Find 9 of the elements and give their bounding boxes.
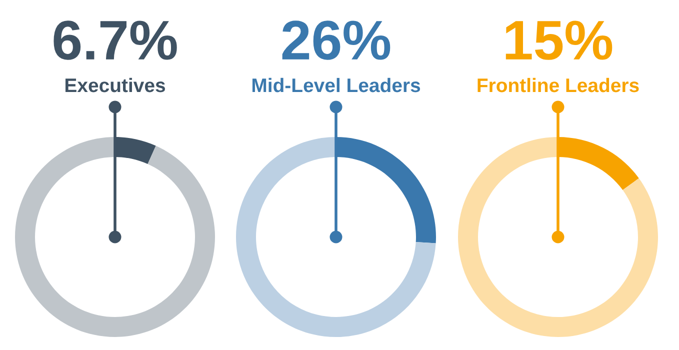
donut-slice <box>236 137 436 337</box>
chart-title: 6.7% <box>54 20 177 60</box>
chart-subtitle: Frontline Leaders <box>478 78 639 92</box>
chart-subtitle: Mid-Level Leaders <box>252 78 420 92</box>
chart-title: 15% <box>506 20 612 60</box>
chart-subtitle: Executives <box>66 78 166 92</box>
chart-title: 26% <box>282 20 390 60</box>
donut-slice <box>458 137 658 337</box>
donut-slice <box>15 137 215 337</box>
